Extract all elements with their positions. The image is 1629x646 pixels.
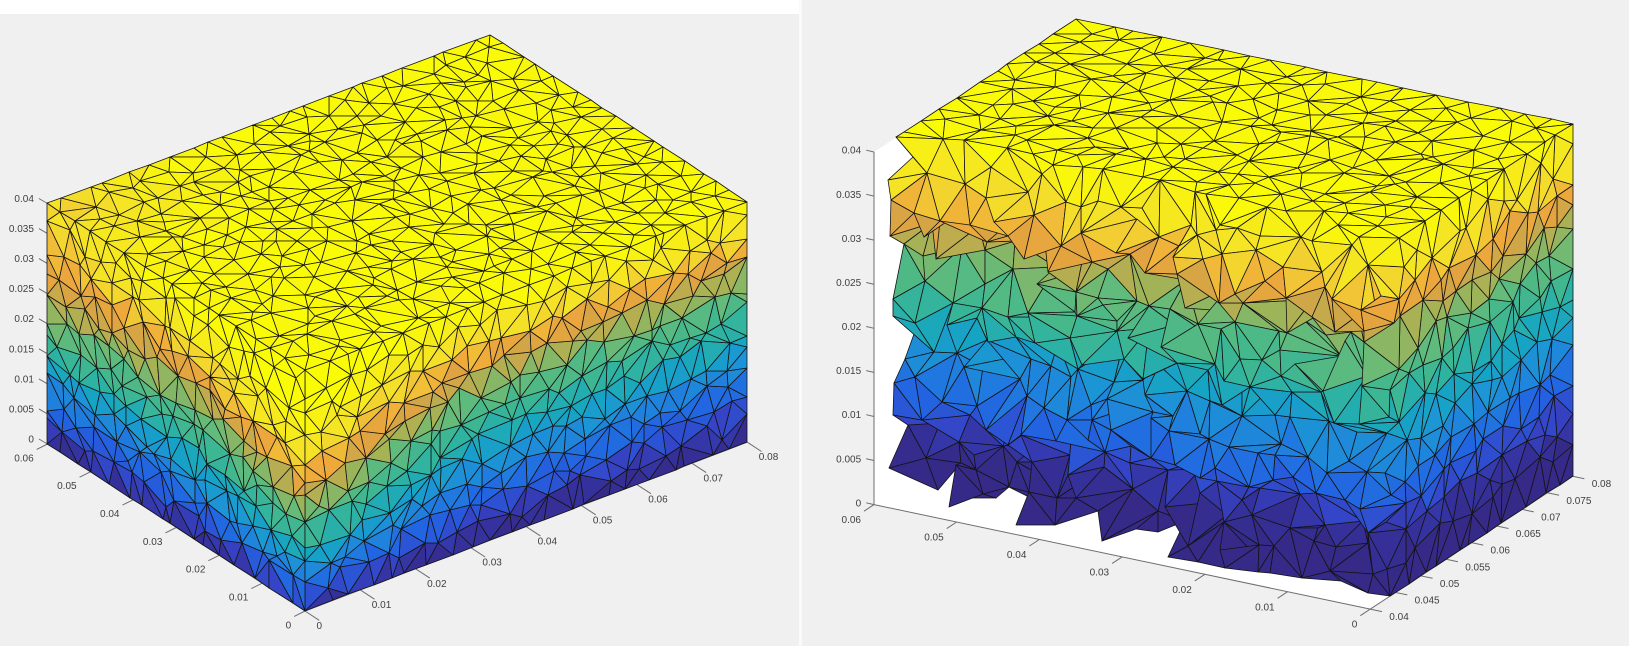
svg-text:0.05: 0.05 <box>57 481 77 492</box>
svg-text:0.025: 0.025 <box>836 278 861 289</box>
svg-text:0.01: 0.01 <box>1255 602 1275 613</box>
svg-text:0.025: 0.025 <box>9 284 34 295</box>
svg-text:0.02: 0.02 <box>14 314 34 325</box>
svg-text:0.08: 0.08 <box>759 452 779 463</box>
svg-text:0.015: 0.015 <box>9 344 34 355</box>
svg-text:0.05: 0.05 <box>593 516 613 527</box>
svg-text:0.005: 0.005 <box>9 404 34 415</box>
svg-text:0.01: 0.01 <box>842 410 862 421</box>
svg-text:0.03: 0.03 <box>842 234 862 245</box>
svg-text:0.075: 0.075 <box>1566 496 1591 507</box>
svg-text:0.05: 0.05 <box>1440 579 1460 590</box>
svg-text:0: 0 <box>28 435 34 446</box>
svg-text:0.07: 0.07 <box>1541 512 1561 523</box>
svg-text:0.01: 0.01 <box>14 374 34 385</box>
svg-text:0.055: 0.055 <box>1465 562 1490 573</box>
svg-text:0.065: 0.065 <box>1516 529 1541 540</box>
svg-text:0.02: 0.02 <box>427 579 447 590</box>
svg-text:0.03: 0.03 <box>143 537 163 548</box>
svg-text:0.02: 0.02 <box>1172 585 1192 596</box>
svg-text:0.04: 0.04 <box>538 537 558 548</box>
svg-text:0.04: 0.04 <box>1007 550 1027 561</box>
svg-text:0.03: 0.03 <box>1090 567 1110 578</box>
svg-text:0.03: 0.03 <box>482 558 502 569</box>
svg-text:0.02: 0.02 <box>842 322 862 333</box>
svg-text:0.06: 0.06 <box>842 515 862 526</box>
svg-text:0: 0 <box>1352 620 1358 631</box>
svg-text:0.07: 0.07 <box>704 473 724 484</box>
svg-text:0.03: 0.03 <box>14 254 34 265</box>
svg-text:0.035: 0.035 <box>9 224 34 235</box>
svg-text:0.05: 0.05 <box>924 533 944 544</box>
svg-text:0.06: 0.06 <box>648 494 668 505</box>
svg-text:0.005: 0.005 <box>836 454 861 465</box>
svg-text:0: 0 <box>317 621 323 632</box>
svg-text:0.02: 0.02 <box>186 565 206 576</box>
svg-text:0: 0 <box>286 620 292 631</box>
svg-text:0.04: 0.04 <box>842 146 862 157</box>
svg-text:0.06: 0.06 <box>1491 546 1511 557</box>
svg-text:0: 0 <box>856 498 862 509</box>
svg-text:0.035: 0.035 <box>836 190 861 201</box>
svg-text:0.015: 0.015 <box>836 366 861 377</box>
svg-text:0.04: 0.04 <box>100 509 120 520</box>
svg-text:0.045: 0.045 <box>1415 596 1440 607</box>
svg-text:0.06: 0.06 <box>14 453 34 464</box>
svg-text:0.08: 0.08 <box>1592 479 1612 490</box>
svg-text:0.04: 0.04 <box>1389 612 1409 623</box>
svg-text:0.01: 0.01 <box>372 600 392 611</box>
svg-text:0.04: 0.04 <box>14 194 34 205</box>
svg-text:0.01: 0.01 <box>229 593 249 604</box>
